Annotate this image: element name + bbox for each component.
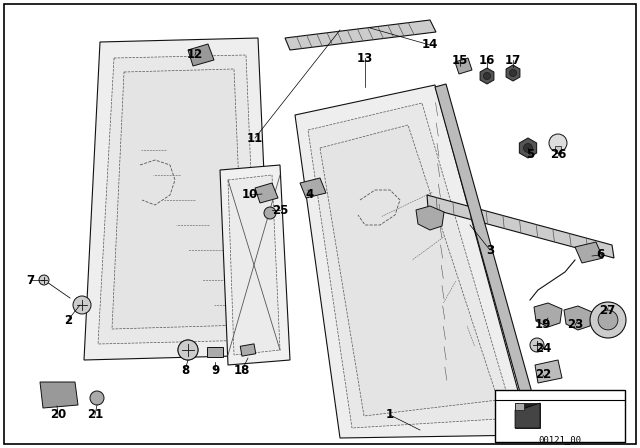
Polygon shape bbox=[564, 306, 592, 330]
Text: 3: 3 bbox=[486, 244, 494, 257]
Text: 15: 15 bbox=[452, 53, 468, 66]
Polygon shape bbox=[416, 206, 444, 230]
Text: 26: 26 bbox=[550, 148, 566, 161]
Polygon shape bbox=[435, 84, 534, 403]
Polygon shape bbox=[515, 403, 540, 428]
Polygon shape bbox=[575, 242, 603, 263]
Text: 19: 19 bbox=[535, 319, 551, 332]
Polygon shape bbox=[228, 175, 280, 355]
Bar bbox=[556, 146, 561, 153]
Text: 20: 20 bbox=[50, 409, 66, 422]
Circle shape bbox=[264, 207, 276, 219]
Circle shape bbox=[178, 340, 198, 360]
Text: 10: 10 bbox=[242, 189, 258, 202]
Text: 13: 13 bbox=[357, 52, 373, 65]
Text: 9: 9 bbox=[211, 363, 219, 376]
Text: 8: 8 bbox=[181, 363, 189, 376]
Polygon shape bbox=[300, 178, 326, 198]
Circle shape bbox=[39, 275, 49, 285]
Polygon shape bbox=[480, 68, 494, 84]
Text: 00121_00: 00121_00 bbox=[538, 435, 582, 444]
Text: 27: 27 bbox=[599, 303, 615, 316]
Polygon shape bbox=[308, 103, 514, 428]
Polygon shape bbox=[515, 403, 540, 428]
Circle shape bbox=[90, 391, 104, 405]
Polygon shape bbox=[295, 85, 530, 438]
Text: 18: 18 bbox=[234, 363, 250, 376]
Polygon shape bbox=[84, 38, 272, 360]
Text: 7: 7 bbox=[26, 273, 34, 287]
Circle shape bbox=[483, 73, 491, 80]
Polygon shape bbox=[40, 382, 78, 408]
Polygon shape bbox=[188, 44, 214, 66]
Polygon shape bbox=[112, 69, 245, 329]
Polygon shape bbox=[255, 183, 278, 203]
Circle shape bbox=[530, 338, 544, 352]
Circle shape bbox=[524, 143, 532, 152]
Circle shape bbox=[178, 340, 198, 360]
Polygon shape bbox=[240, 344, 256, 356]
Polygon shape bbox=[455, 58, 472, 74]
Polygon shape bbox=[515, 403, 524, 410]
Text: 14: 14 bbox=[422, 39, 438, 52]
Text: 17: 17 bbox=[505, 53, 521, 66]
Text: 21: 21 bbox=[87, 409, 103, 422]
Text: 23: 23 bbox=[567, 319, 583, 332]
Polygon shape bbox=[535, 360, 562, 383]
Text: 16: 16 bbox=[479, 53, 495, 66]
Text: 12: 12 bbox=[187, 48, 203, 61]
Text: 11: 11 bbox=[247, 132, 263, 145]
Circle shape bbox=[590, 302, 626, 338]
Text: 5: 5 bbox=[526, 148, 534, 161]
Polygon shape bbox=[534, 303, 562, 327]
Text: 24: 24 bbox=[535, 341, 551, 354]
Polygon shape bbox=[220, 165, 290, 365]
Polygon shape bbox=[427, 195, 614, 258]
Bar bbox=[495, 390, 625, 442]
Circle shape bbox=[549, 134, 567, 152]
Polygon shape bbox=[506, 65, 520, 81]
Text: 25: 25 bbox=[272, 203, 288, 216]
Text: 6: 6 bbox=[596, 249, 604, 262]
Polygon shape bbox=[285, 20, 436, 50]
Circle shape bbox=[509, 69, 516, 77]
Text: 1: 1 bbox=[386, 409, 394, 422]
Text: 4: 4 bbox=[306, 189, 314, 202]
Polygon shape bbox=[207, 347, 223, 357]
Circle shape bbox=[598, 310, 618, 330]
Polygon shape bbox=[320, 125, 498, 416]
Text: 22: 22 bbox=[535, 369, 551, 382]
Text: 2: 2 bbox=[64, 314, 72, 327]
Polygon shape bbox=[98, 55, 258, 344]
Circle shape bbox=[73, 296, 91, 314]
Polygon shape bbox=[519, 138, 537, 158]
